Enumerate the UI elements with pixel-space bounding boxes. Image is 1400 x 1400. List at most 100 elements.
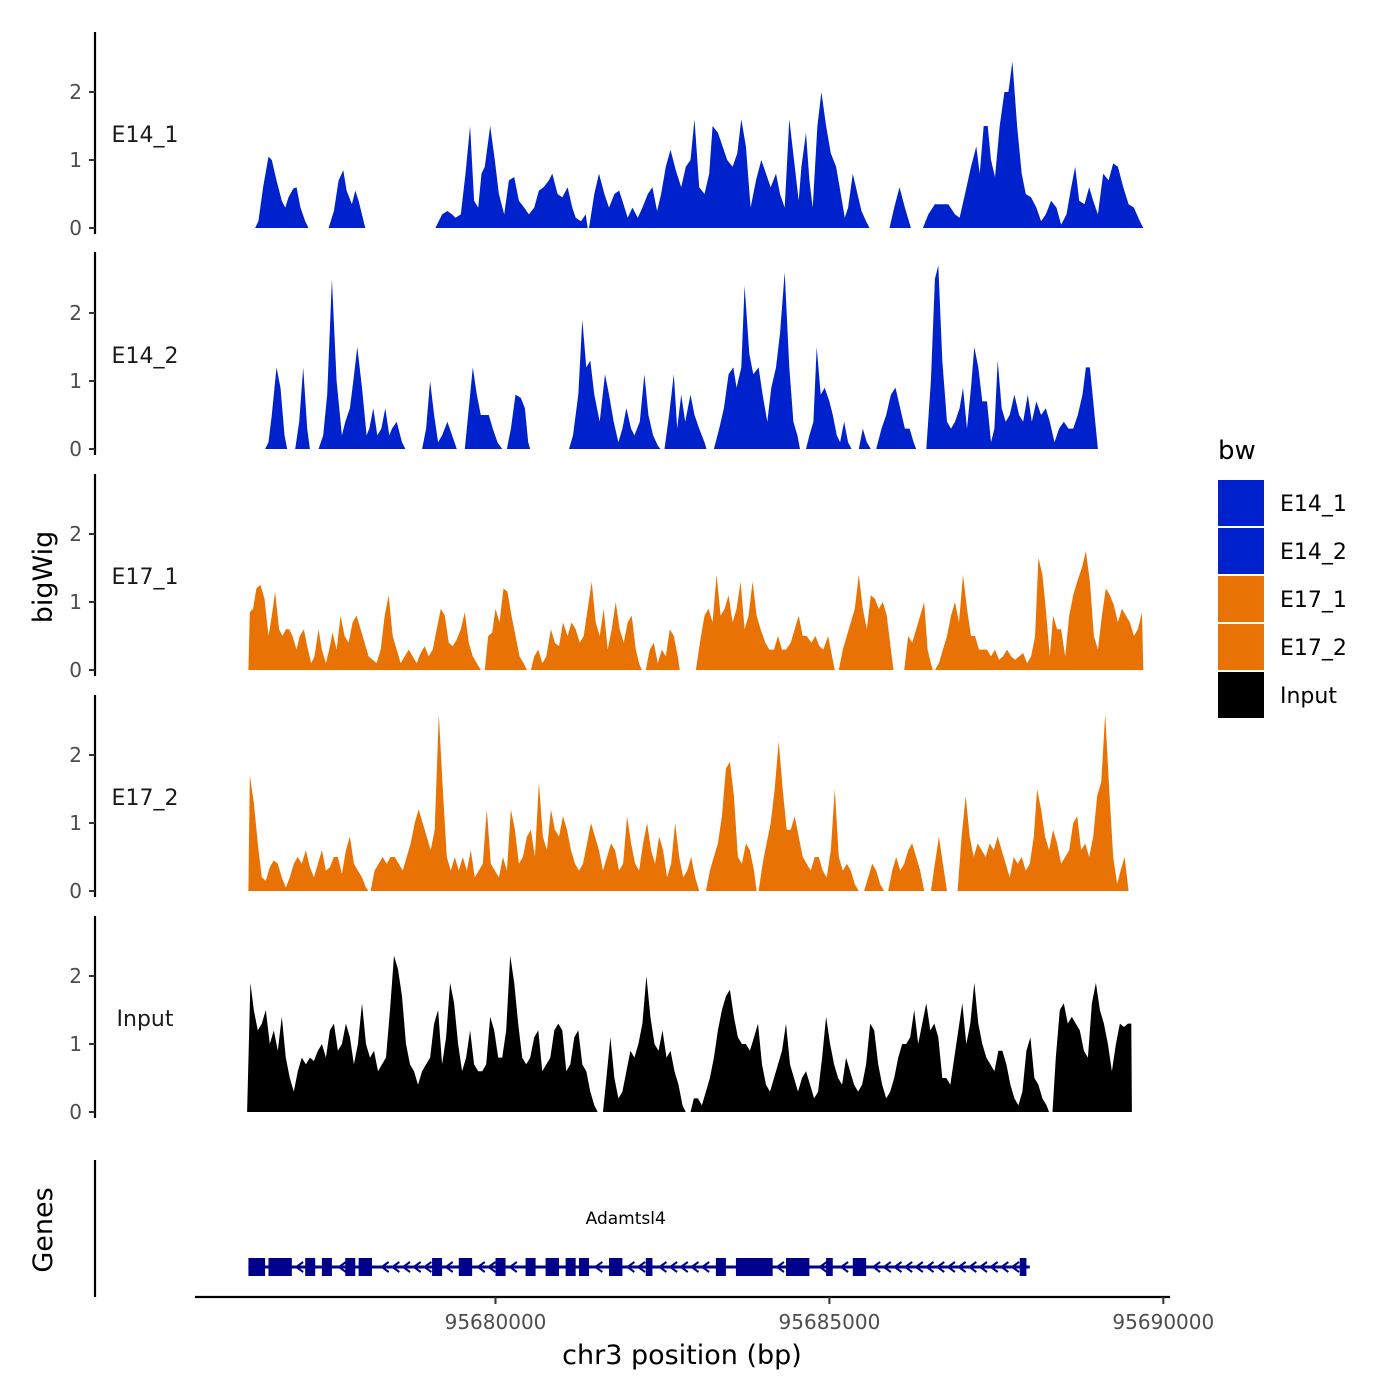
strand-arrow	[956, 1261, 967, 1273]
gene-exon	[268, 1258, 292, 1276]
gene-panel-title: Genes	[28, 1187, 59, 1272]
gene-exon	[1019, 1258, 1027, 1276]
coverage-area	[248, 775, 369, 891]
strand-arrow	[379, 1261, 390, 1273]
coverage-area	[295, 367, 310, 449]
gene-exon	[786, 1258, 810, 1276]
coverage-tracks: 0 1 2 E14_1 0 1 2 E14_2 0 1 2 E17_1 0 1 2 E17_2 0 1 2 Input	[69, 32, 1144, 1124]
y-tick-label: 1	[69, 369, 82, 393]
coverage-area	[1052, 982, 1132, 1112]
legend-title: bw	[1218, 436, 1256, 466]
coverage-area	[248, 585, 481, 670]
legend-swatch	[1218, 528, 1264, 574]
gene-panel: Adamtsl4	[93, 1160, 1030, 1297]
coverage-area	[705, 761, 757, 891]
y-tick-label: 2	[69, 964, 82, 988]
gene-exon	[305, 1258, 316, 1276]
coverage-area	[695, 574, 835, 670]
strand-arrow	[700, 1261, 710, 1273]
track-e17-2: 0 1 2 E17_2	[69, 695, 1129, 903]
track-label: E17_1	[112, 565, 179, 590]
legend: bw E14_1 E14_2 E17_1 E17_2 Input	[1218, 436, 1347, 718]
x-tick-label: 95690000	[1112, 1310, 1214, 1334]
y-tick-label: 2	[69, 301, 82, 325]
strand-arrow	[978, 1261, 988, 1273]
y-tick-label: 2	[69, 80, 82, 104]
strand-arrow	[882, 1261, 892, 1273]
coverage-area	[957, 714, 1129, 891]
strand-arrow	[967, 1261, 977, 1273]
legend-label: E14_1	[1280, 492, 1347, 517]
y-tick-label: 1	[69, 590, 82, 614]
track-e14-1: 0 1 2 E14_1	[69, 32, 1144, 240]
coverage-area	[506, 394, 531, 449]
y-tick-label: 0	[69, 879, 82, 903]
strand-arrow	[924, 1261, 935, 1273]
strand-arrow	[390, 1261, 400, 1273]
coverage-area	[265, 367, 288, 449]
coverage-area	[922, 61, 1144, 229]
gene-exon	[358, 1258, 372, 1276]
y-tick-label: 2	[69, 743, 82, 767]
gene-exon	[248, 1258, 266, 1276]
coverage-area	[838, 574, 894, 670]
strand-arrow	[903, 1261, 913, 1273]
coverage-area	[758, 741, 859, 891]
legend-entry: E17_1	[1218, 576, 1347, 622]
x-tick-label: 95685000	[779, 1310, 881, 1334]
gene-exon	[735, 1258, 773, 1276]
gene-exon	[565, 1258, 576, 1276]
x-axis: 95680000 95685000 95690000	[195, 1295, 1214, 1334]
coverage-area	[464, 367, 503, 449]
coverage-area	[328, 170, 366, 228]
coverage-area	[370, 714, 700, 891]
coverage-area	[888, 843, 925, 891]
legend-entry: E14_2	[1218, 528, 1347, 574]
coverage-area	[806, 347, 852, 449]
legend-label: Input	[1280, 684, 1337, 709]
strand-arrow	[1010, 1261, 1020, 1273]
coverage-area	[318, 279, 406, 449]
legend-label: E14_2	[1280, 540, 1347, 565]
coverage-area	[645, 629, 680, 670]
coverage-area	[904, 602, 933, 670]
coverage-area	[589, 92, 870, 228]
strand-arrow	[636, 1261, 646, 1273]
strand-arrow	[871, 1261, 881, 1273]
gene-exon	[609, 1258, 623, 1276]
coverage-area	[664, 374, 707, 449]
y-tick-label: 0	[69, 437, 82, 461]
strand-arrow	[444, 1261, 454, 1273]
y-axis-title: bigWig	[28, 531, 59, 624]
legend-swatch	[1218, 672, 1264, 718]
coverage-area	[255, 156, 309, 228]
track-e17-1: 0 1 2 E17_1	[69, 474, 1144, 682]
legend-entry: Input	[1218, 672, 1337, 718]
legend-swatch	[1218, 624, 1264, 670]
strand-arrow	[689, 1261, 700, 1273]
coverage-area	[876, 387, 917, 449]
strand-arrow	[401, 1261, 411, 1273]
strand-arrow	[657, 1261, 668, 1273]
gene-exon	[852, 1258, 867, 1276]
coverage-area	[930, 836, 947, 891]
strand-arrow	[935, 1261, 945, 1273]
coverage-area	[934, 551, 1144, 670]
gene-exon	[321, 1258, 332, 1276]
coverage-area	[247, 955, 598, 1112]
y-tick-label: 0	[69, 1100, 82, 1124]
y-tick-label: 2	[69, 522, 82, 546]
strand-arrow	[999, 1261, 1009, 1273]
strand-arrow	[337, 1261, 347, 1273]
y-tick-label: 0	[69, 216, 82, 240]
strand-arrow	[818, 1261, 828, 1273]
strand-arrow	[593, 1261, 603, 1273]
track-e14-2: 0 1 2 E14_2	[69, 252, 1098, 461]
gene-exon	[345, 1258, 356, 1276]
legend-label: E17_1	[1280, 588, 1347, 613]
gene-exon	[645, 1258, 653, 1276]
strand-arrow	[508, 1261, 518, 1273]
track-label: E17_2	[112, 786, 179, 811]
strand-arrow	[294, 1261, 304, 1273]
